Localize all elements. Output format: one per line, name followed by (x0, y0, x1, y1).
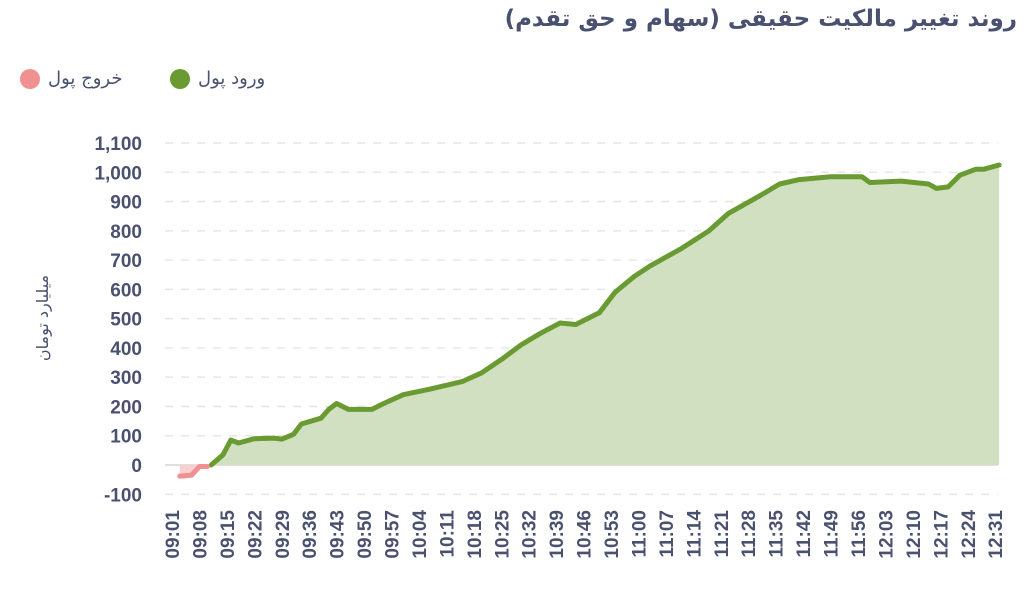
y-tick-label: 100 (110, 427, 142, 448)
y-tick-label: 700 (110, 251, 142, 272)
x-tick-label: 09:01 (163, 510, 184, 559)
x-tick-label: 11:35 (767, 510, 788, 558)
legend-label-outflow: خروج پول (48, 68, 123, 89)
y-tick-label: -100 (104, 485, 142, 506)
y-tick-label: 600 (110, 280, 142, 301)
legend-item-outflow[interactable]: خروج پول (20, 68, 122, 89)
y-tick-label: 800 (110, 222, 142, 243)
x-tick-label: 10:32 (520, 510, 541, 559)
x-tick-label: 09:43 (328, 510, 349, 559)
y-tick-label: 500 (110, 310, 142, 331)
y-tick-label: 400 (110, 339, 142, 360)
x-tick-label: 12:03 (876, 510, 897, 559)
legend-dot-outflow-icon (20, 68, 40, 89)
x-tick-label: 11:49 (822, 510, 843, 558)
x-tick-label: 09:29 (273, 510, 294, 559)
y-tick-label: 1,100 (94, 134, 142, 155)
x-tick-label: 12:24 (959, 510, 980, 559)
x-tick-label: 11:00 (629, 510, 650, 558)
y-tick-label: 0 (131, 456, 142, 477)
x-tick-label: 10:11 (437, 510, 458, 558)
x-tick-label: 09:08 (190, 510, 211, 559)
x-tick-label: 09:50 (355, 510, 376, 559)
x-tick-label: 11:56 (849, 510, 870, 558)
series-area-0 (211, 165, 1000, 465)
x-tick-label: 12:31 (986, 510, 1007, 559)
x-tick-label: 10:39 (547, 510, 568, 559)
x-tick-label: 10:25 (492, 510, 513, 559)
legend-label-inflow: ورود پول (198, 68, 266, 89)
x-tick-label: 12:17 (931, 510, 952, 559)
chart-title: روند تغییر مالکیت حقیقی (سهام و حق تقدم) (504, 6, 1017, 32)
x-tick-label: 11:14 (684, 510, 705, 558)
x-tick-label: 09:15 (218, 510, 239, 559)
y-tick-label: 300 (110, 368, 142, 389)
x-tick-label: 10:18 (465, 510, 486, 559)
y-tick-label: 1,000 (94, 163, 142, 184)
legend-item-inflow[interactable]: ورود پول (170, 68, 265, 89)
x-tick-label: 09:57 (383, 510, 404, 559)
x-tick-label: 10:04 (410, 510, 431, 559)
x-tick-label: 11:28 (739, 510, 760, 558)
x-tick-label: 11:07 (657, 510, 678, 558)
x-tick-label: 11:21 (712, 510, 733, 558)
series-line-1 (177, 464, 210, 479)
x-tick-label: 09:22 (245, 510, 266, 559)
legend-dot-inflow-icon (170, 68, 190, 89)
y-tick-label: 900 (110, 193, 142, 214)
y-axis-label: میلیارد تومان (33, 275, 53, 361)
x-tick-label: 11:42 (794, 510, 815, 558)
x-tick-label: 12:10 (904, 510, 925, 559)
x-tick-label: 10:46 (575, 510, 596, 559)
y-tick-label: 200 (110, 397, 142, 418)
x-tick-label: 09:36 (300, 510, 321, 559)
x-tick-label: 10:53 (602, 510, 623, 559)
